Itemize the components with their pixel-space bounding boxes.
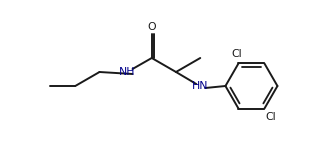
Text: Cl: Cl <box>265 111 276 122</box>
Text: Cl: Cl <box>231 49 242 60</box>
Text: NH: NH <box>119 67 136 77</box>
Text: O: O <box>147 22 156 32</box>
Text: HN: HN <box>192 81 208 91</box>
